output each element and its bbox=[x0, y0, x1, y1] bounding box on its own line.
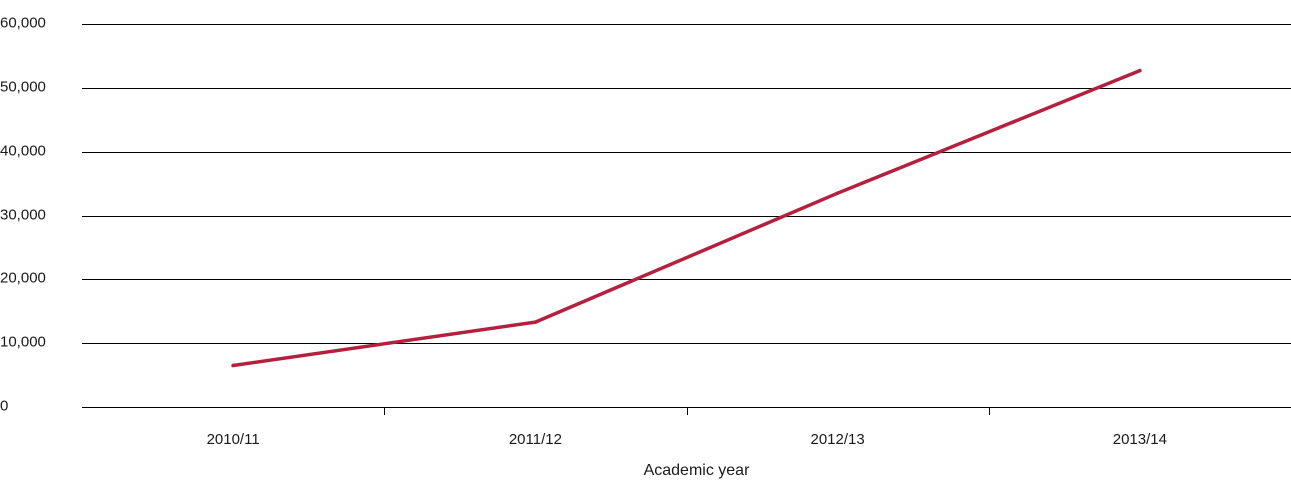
x-axis bbox=[384, 407, 990, 415]
x-axis-title: Academic year bbox=[644, 462, 750, 479]
data-point bbox=[835, 191, 840, 195]
x-tick-label: 2013/14 bbox=[1113, 431, 1167, 448]
data-point bbox=[231, 363, 235, 368]
series-lines bbox=[231, 68, 1142, 368]
x-tick-label: 2012/13 bbox=[811, 431, 865, 448]
data-point bbox=[533, 320, 538, 324]
y-axis-tick-labels: 0 10,000 20,000 30,000 40,000 50,000 60,000 bbox=[0, 14, 46, 414]
series-line-0 bbox=[231, 68, 1142, 368]
y-tick-label: 20,000 bbox=[0, 269, 46, 286]
y-tick-label: 50,000 bbox=[0, 78, 46, 95]
y-tick-label: 0 bbox=[0, 397, 8, 414]
gridlines bbox=[82, 24, 1291, 408]
data-point bbox=[1138, 68, 1142, 73]
x-tick-label: 2010/11 bbox=[207, 431, 260, 448]
y-tick-label: 30,000 bbox=[0, 206, 46, 223]
x-axis-tick-labels: 2010/11 2011/12 2012/13 2013/14 bbox=[207, 431, 1167, 448]
y-tick-label: 10,000 bbox=[0, 333, 46, 350]
y-tick-label: 60,000 bbox=[0, 14, 46, 31]
x-tick-label: 2011/12 bbox=[509, 431, 562, 448]
y-tick-label: 40,000 bbox=[0, 142, 46, 159]
